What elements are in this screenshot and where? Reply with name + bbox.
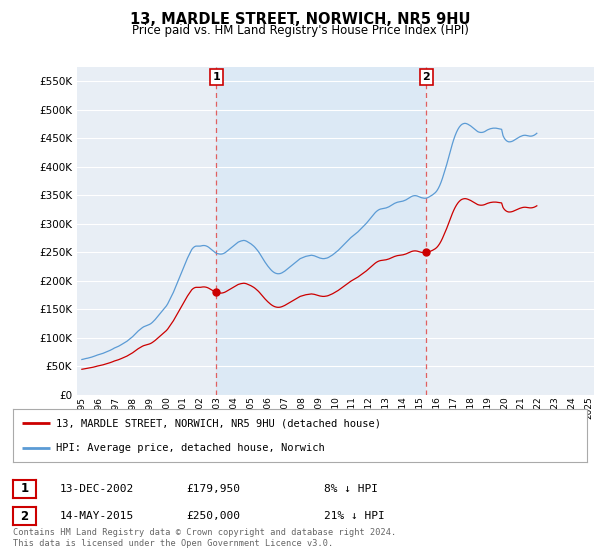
Text: £179,950: £179,950 [186, 484, 240, 494]
Text: 21% ↓ HPI: 21% ↓ HPI [324, 511, 385, 521]
Text: 2: 2 [20, 510, 29, 523]
Text: £250,000: £250,000 [186, 511, 240, 521]
Text: 8% ↓ HPI: 8% ↓ HPI [324, 484, 378, 494]
Text: 14-MAY-2015: 14-MAY-2015 [60, 511, 134, 521]
Text: 1: 1 [212, 72, 220, 82]
Text: 13-DEC-2002: 13-DEC-2002 [60, 484, 134, 494]
Text: Contains HM Land Registry data © Crown copyright and database right 2024.
This d: Contains HM Land Registry data © Crown c… [13, 528, 397, 548]
Text: 1: 1 [20, 482, 29, 496]
Text: HPI: Average price, detached house, Norwich: HPI: Average price, detached house, Norw… [56, 442, 325, 452]
Text: 2: 2 [422, 72, 430, 82]
Text: 13, MARDLE STREET, NORWICH, NR5 9HU (detached house): 13, MARDLE STREET, NORWICH, NR5 9HU (det… [56, 418, 381, 428]
Text: 13, MARDLE STREET, NORWICH, NR5 9HU: 13, MARDLE STREET, NORWICH, NR5 9HU [130, 12, 470, 27]
Text: Price paid vs. HM Land Registry's House Price Index (HPI): Price paid vs. HM Land Registry's House … [131, 24, 469, 37]
Bar [217, 67, 426, 395]
